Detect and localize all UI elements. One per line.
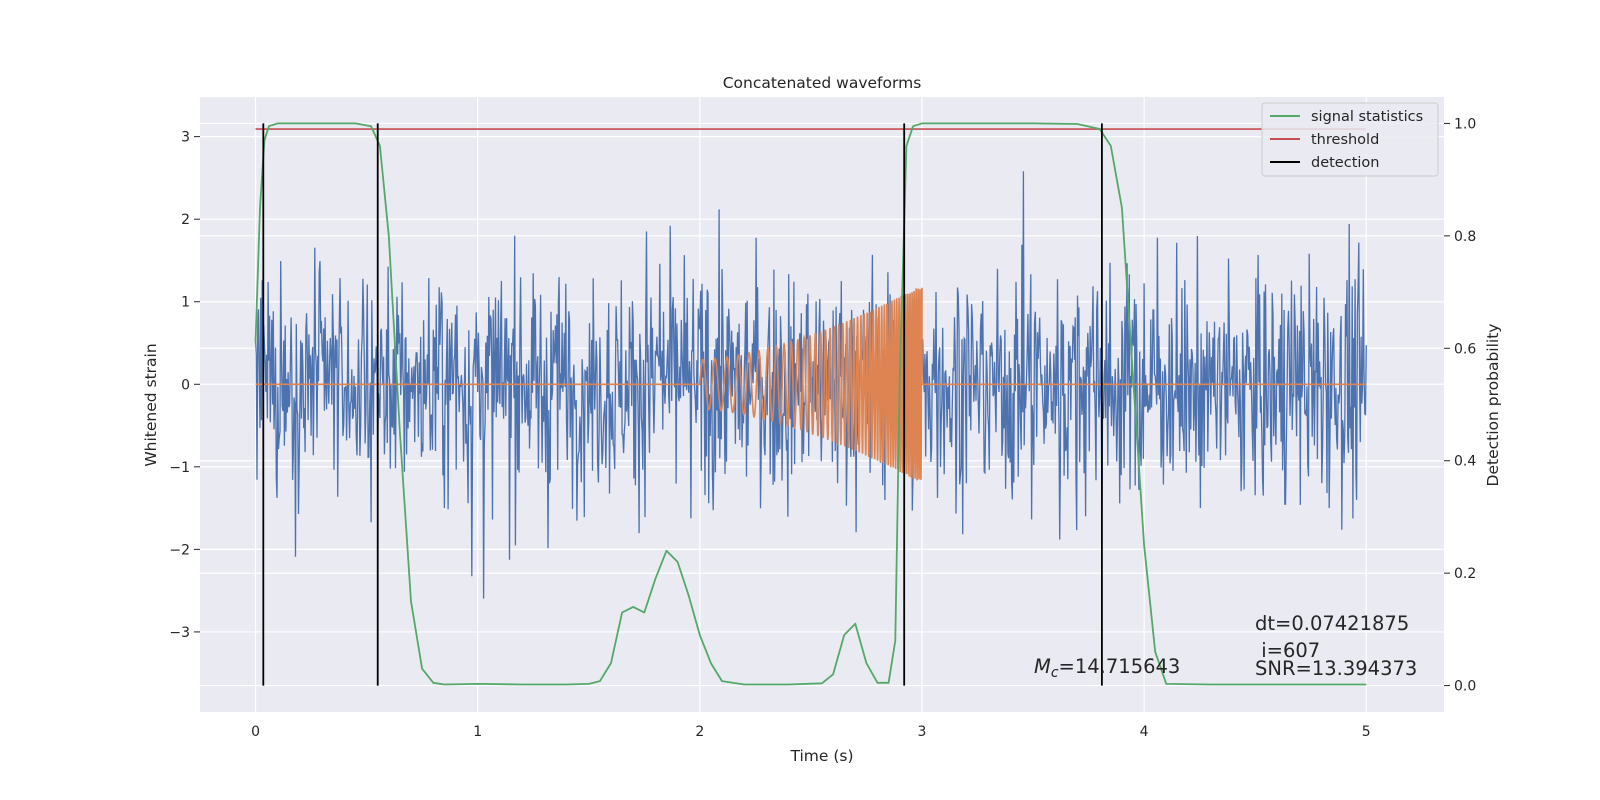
chirp-waveform-line xyxy=(255,287,1367,481)
signal-statistics-line xyxy=(254,122,1367,686)
y-tick-label-left: 3 xyxy=(181,130,190,146)
y-tick-label-left: 1 xyxy=(181,295,190,311)
y-tick-label-left: 0 xyxy=(181,377,190,393)
y-axis-label-right: Detection probability xyxy=(1484,324,1502,487)
y-tick-label-right: 0.8 xyxy=(1454,229,1476,245)
legend-label-signal-statistics: signal statistics xyxy=(1311,109,1423,125)
y-tick-label-right: 1.0 xyxy=(1454,116,1476,132)
index-annotation: i=607 xyxy=(1255,639,1320,662)
series-layer xyxy=(254,122,1367,686)
y-tick-label-left: −1 xyxy=(169,460,190,476)
y-tick-label-right: 0.4 xyxy=(1454,454,1476,470)
x-tick-label: 1 xyxy=(473,724,482,740)
annotations: Mc=14.715643 dt=0.07421875 i=607 SNR=13.… xyxy=(1034,612,1417,681)
x-axis-label: Time (s) xyxy=(789,747,853,765)
y-axis-label-left: Whitened strain xyxy=(142,343,160,466)
y-tick-label-left: −2 xyxy=(169,542,190,558)
mc-annotation: Mc=14.715643 xyxy=(1034,655,1180,681)
y-tick-label-right: 0.0 xyxy=(1454,679,1476,695)
legend-box xyxy=(1261,102,1439,177)
x-tick-label: 2 xyxy=(695,724,704,740)
y-tick-label-left: −3 xyxy=(169,625,190,641)
legend-label-detection: detection xyxy=(1311,155,1379,171)
x-tick-label: 0 xyxy=(251,724,260,740)
dt-annotation: dt=0.07421875 xyxy=(1255,612,1409,635)
snr-annotation: SNR=13.394373 xyxy=(1255,657,1417,680)
x-tick-label: 4 xyxy=(1140,724,1149,740)
y-tick-label-right: 0.6 xyxy=(1454,341,1476,357)
y-tick-label-left: 2 xyxy=(181,212,190,228)
ticks: 0 1 2 3 4 5 3 2 1 0 −1 −2 −3 1.0 0.8 0.6 0.4 0.2 0.0 xyxy=(169,116,1476,740)
legend-label-threshold: threshold xyxy=(1311,132,1379,148)
y-tick-label-right: 0.2 xyxy=(1454,566,1476,582)
chart-title: Concatenated waveforms xyxy=(723,74,922,92)
legend: signal statistics threshold detection xyxy=(1261,102,1439,177)
x-tick-label: 5 xyxy=(1362,724,1371,740)
x-tick-label: 3 xyxy=(918,724,927,740)
